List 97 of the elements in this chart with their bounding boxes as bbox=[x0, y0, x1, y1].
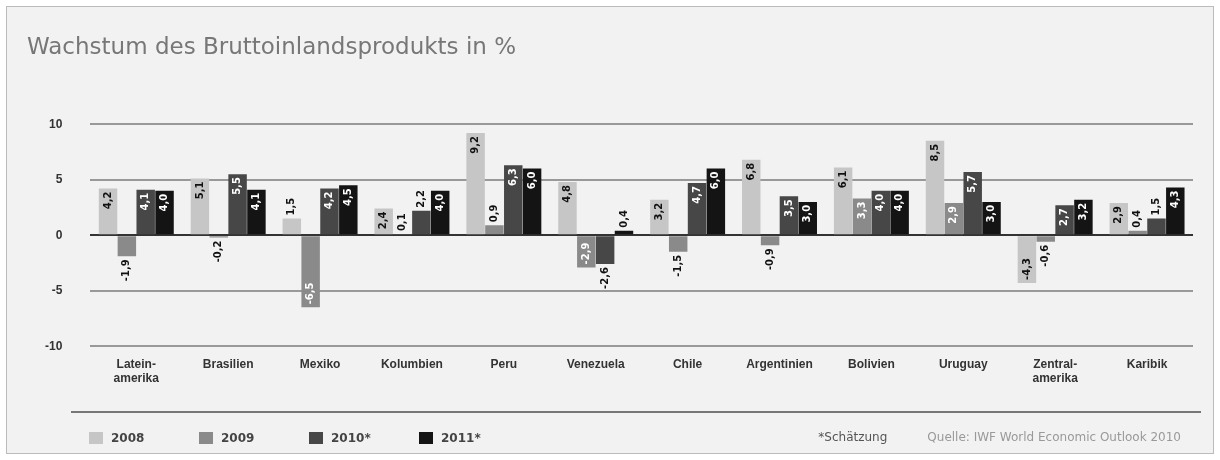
x-tick-label: Latein- amerika bbox=[113, 356, 160, 386]
bar bbox=[558, 181, 577, 235]
data-label: 2,9 bbox=[947, 205, 959, 224]
bar bbox=[504, 165, 523, 235]
data-label: 4,8 bbox=[561, 184, 573, 203]
x-tick-label: Venezuela bbox=[566, 356, 626, 371]
data-label: 8,5 bbox=[928, 143, 940, 162]
data-label: 2,4 bbox=[377, 211, 389, 230]
data-label: 4,2 bbox=[101, 191, 113, 210]
data-label: 3,3 bbox=[855, 201, 867, 220]
data-label: 9,2 bbox=[469, 136, 481, 154]
chart-title: Wachstum des Bruttoinlandsprodukts in % bbox=[27, 33, 517, 59]
bar bbox=[155, 190, 174, 235]
bar bbox=[760, 236, 780, 246]
bar bbox=[1166, 187, 1185, 235]
bar bbox=[466, 133, 485, 235]
data-label: 0,4 bbox=[617, 210, 629, 228]
bar bbox=[833, 167, 853, 235]
y-tick-label: -5 bbox=[51, 283, 63, 298]
data-label: 2,7 bbox=[1058, 208, 1070, 226]
text: *Schätzung bbox=[818, 430, 888, 444]
bar bbox=[742, 159, 761, 235]
bar bbox=[668, 236, 688, 252]
bar bbox=[412, 210, 431, 235]
bar bbox=[117, 236, 137, 257]
bar bbox=[1147, 218, 1166, 235]
x-tick-label: Brasilien bbox=[202, 356, 254, 371]
data-label: 5,7 bbox=[966, 174, 978, 193]
y-tick-label: -10 bbox=[45, 338, 63, 353]
data-label: 4,3 bbox=[1168, 190, 1180, 209]
bar bbox=[485, 225, 504, 235]
x-tick-label: Bolivien bbox=[848, 356, 895, 371]
data-label: 4,0 bbox=[433, 193, 445, 212]
y-tick-label: 0 bbox=[55, 227, 63, 242]
data-label: -4,3 bbox=[1020, 258, 1032, 280]
data-label: -1,5 bbox=[671, 254, 683, 277]
data-label: 4,7 bbox=[690, 185, 702, 204]
x-tick-label: Kolumbien bbox=[380, 356, 443, 371]
bar bbox=[320, 188, 339, 235]
source-note: Quelle: IWF World Economic Outlook 2010 bbox=[927, 430, 1181, 444]
y-tick-label: 10 bbox=[48, 116, 63, 131]
bar bbox=[228, 174, 247, 235]
legend-label: 2010* bbox=[330, 431, 371, 445]
data-label: 4,5 bbox=[341, 188, 353, 206]
x-tick-label: Peru bbox=[490, 356, 518, 371]
data-label: -2,9 bbox=[579, 242, 591, 265]
data-label: 4,0 bbox=[158, 193, 170, 212]
y-tick-label: 5 bbox=[55, 172, 63, 187]
data-label: 3,2 bbox=[652, 202, 664, 221]
data-label: -2,6 bbox=[598, 267, 610, 289]
data-label: -0,2 bbox=[212, 240, 224, 263]
legend-label: 2008 bbox=[110, 431, 145, 445]
x-tick-label: Karibik bbox=[1126, 356, 1168, 371]
data-label: 4,2 bbox=[323, 191, 335, 210]
bar bbox=[282, 218, 302, 235]
data-label: 4,0 bbox=[874, 193, 886, 212]
data-label: 4,1 bbox=[139, 192, 151, 211]
data-label: 4,1 bbox=[250, 192, 262, 211]
legend-label: 2011* bbox=[440, 431, 481, 445]
x-tick-label: Mexiko bbox=[299, 356, 341, 371]
data-label: 5,5 bbox=[231, 177, 243, 195]
data-label: 3,2 bbox=[1077, 202, 1089, 221]
data-label: 1,5 bbox=[285, 197, 297, 216]
data-label: 6,0 bbox=[709, 171, 721, 190]
data-label: 0,1 bbox=[396, 213, 408, 232]
bar bbox=[925, 140, 945, 235]
data-label: 6,8 bbox=[744, 162, 756, 181]
data-label: -6,5 bbox=[304, 282, 316, 305]
data-label: 1,5 bbox=[1150, 197, 1162, 216]
data-label: 6,3 bbox=[506, 168, 518, 186]
bar bbox=[1036, 236, 1055, 242]
data-label: 3,0 bbox=[985, 204, 997, 223]
bar bbox=[301, 236, 320, 308]
bar bbox=[136, 189, 155, 235]
x-tick-label: Chile bbox=[672, 356, 703, 371]
data-label: 6,1 bbox=[836, 170, 848, 189]
x-tick-label: Zentral- amerika bbox=[1032, 356, 1079, 386]
data-label: 0,9 bbox=[488, 204, 500, 223]
bar bbox=[339, 185, 358, 235]
data-label: 4,0 bbox=[893, 193, 905, 212]
data-label: 3,0 bbox=[801, 204, 813, 223]
x-tick-label: Argentinien bbox=[746, 356, 813, 371]
data-label: 3,5 bbox=[782, 199, 794, 218]
bar bbox=[595, 236, 615, 265]
data-label: 0,4 bbox=[1131, 210, 1143, 228]
data-label: -0,9 bbox=[763, 248, 775, 271]
data-label: -1,9 bbox=[120, 259, 132, 282]
data-label: 6,0 bbox=[525, 171, 537, 190]
legend-label: 2009 bbox=[220, 431, 255, 445]
bar bbox=[890, 190, 909, 235]
data-label: 2,9 bbox=[1112, 205, 1124, 224]
bar bbox=[247, 189, 266, 235]
bar bbox=[963, 171, 982, 235]
data-label: -0,6 bbox=[1039, 244, 1051, 267]
data-label: 2,2 bbox=[414, 190, 426, 208]
x-tick-label: Uruguay bbox=[938, 356, 988, 371]
data-label: 5,1 bbox=[193, 181, 205, 200]
